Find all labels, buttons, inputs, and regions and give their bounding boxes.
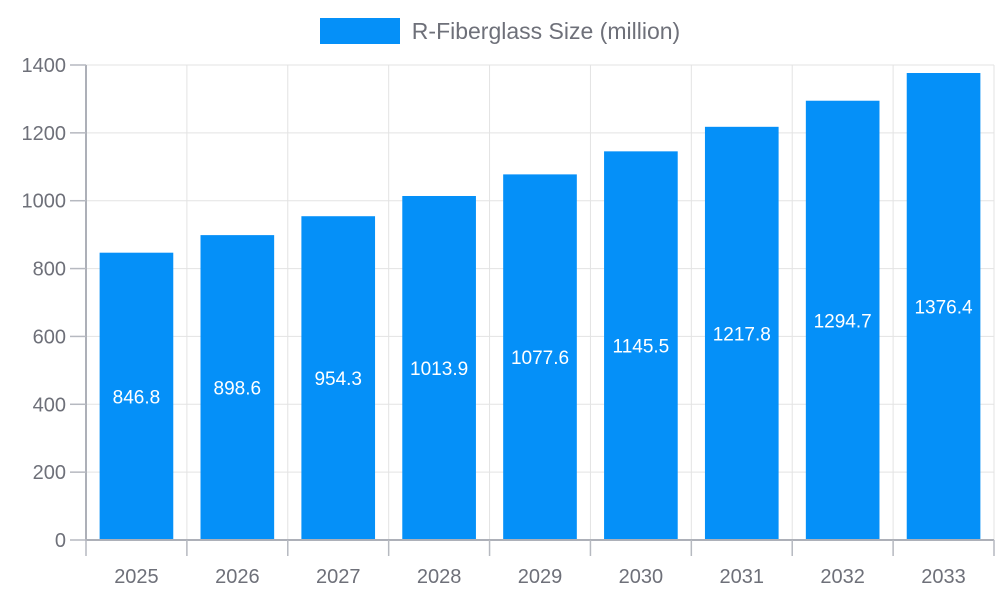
bar-value-label: 1013.9 <box>410 359 468 380</box>
bar-value-label: 1077.6 <box>511 348 569 369</box>
legend-swatch-icon <box>319 18 400 44</box>
bar-2025[interactable] <box>99 252 174 540</box>
bar-2031[interactable] <box>704 126 779 540</box>
y-axis-tick-label: 200 <box>33 462 66 484</box>
x-axis-label-2025: 2025 <box>114 566 159 588</box>
bar-2027[interactable] <box>301 216 376 540</box>
legend-label: R-Fiberglass Size (million) <box>411 17 681 44</box>
bar-value-label: 1217.8 <box>713 324 771 345</box>
bar-2033[interactable] <box>906 73 981 540</box>
chart-legend: R-Fiberglass Size (million) <box>0 14 1000 48</box>
x-axis-label-2028: 2028 <box>417 566 462 588</box>
bar-2032[interactable] <box>805 100 880 541</box>
y-axis-tick-label: 0 <box>55 530 66 552</box>
bar-2028[interactable] <box>402 195 476 540</box>
x-axis-label-2031: 2031 <box>720 566 765 588</box>
y-axis-tick-label: 1200 <box>22 123 67 145</box>
x-axis-label-2032: 2032 <box>820 566 865 588</box>
bar-2029[interactable] <box>503 174 577 540</box>
y-axis-tick-label: 800 <box>33 259 66 281</box>
y-axis-tick-label: 1000 <box>22 191 67 213</box>
legend-item-r-fiberglass[interactable]: R-Fiberglass Size (million) <box>319 17 681 45</box>
y-axis-tick-label: 600 <box>33 326 66 348</box>
bar-value-label: 954.3 <box>314 369 362 390</box>
bar-value-label: 898.6 <box>214 379 262 400</box>
x-axis-label-2030: 2030 <box>619 566 664 588</box>
bar-value-label: 1294.7 <box>814 311 872 332</box>
x-axis-label-2033: 2033 <box>921 566 966 588</box>
x-axis-label-2026: 2026 <box>215 566 260 588</box>
y-axis-tick-label: 400 <box>33 394 66 416</box>
x-axis-label-2029: 2029 <box>518 566 563 588</box>
bar-2030[interactable] <box>604 151 678 541</box>
bar-value-label: 1145.5 <box>613 337 670 358</box>
bar-value-label: 1376.4 <box>914 298 973 319</box>
y-axis-tick-label: 1400 <box>22 55 67 77</box>
bar-value-label: 846.8 <box>113 387 161 408</box>
bar-2026[interactable] <box>200 235 275 540</box>
x-axis-label-2027: 2027 <box>316 566 361 588</box>
